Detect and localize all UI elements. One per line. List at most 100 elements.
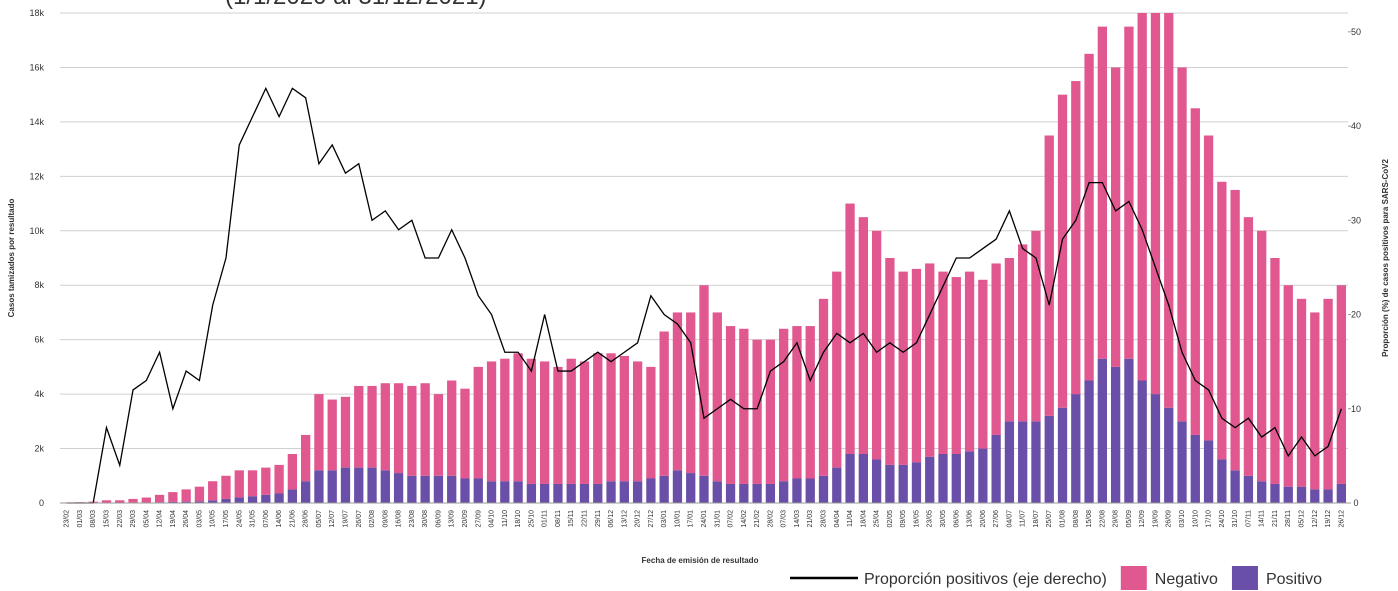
bar <box>1203 135 1214 441</box>
x-tick-label: 13/09 <box>449 510 456 528</box>
bar <box>1296 486 1307 503</box>
bar <box>699 285 709 476</box>
x-tick-label: 06/09 <box>435 510 442 528</box>
legend-label: Proporción positivos (eje derecho) <box>864 571 1107 588</box>
bar <box>433 475 444 503</box>
bar <box>739 328 749 484</box>
bar <box>447 475 457 503</box>
y-tick-label: 4k <box>34 389 44 399</box>
bar <box>1018 421 1028 503</box>
x-tick-label: 18/07 <box>1033 510 1040 528</box>
x-tick-label: 23/05 <box>927 510 934 528</box>
bar <box>194 486 205 502</box>
bar <box>845 203 855 454</box>
x-tick-label: 03/05 <box>196 510 203 528</box>
bar <box>805 326 815 479</box>
x-tick-label: 29/03 <box>130 510 137 528</box>
bar <box>1031 421 1041 503</box>
bar <box>951 277 961 454</box>
bar <box>938 454 948 503</box>
bar <box>725 483 736 503</box>
y-tick-label: 10k <box>29 226 44 236</box>
bar <box>593 353 603 484</box>
bar <box>380 470 390 503</box>
bar <box>805 478 815 503</box>
bar <box>473 478 483 503</box>
x-tick-label: 26/04 <box>183 510 190 528</box>
x-tick-label: 11/07 <box>1020 510 1027 527</box>
bar <box>287 489 298 503</box>
bar <box>752 483 762 503</box>
legend-label: Positivo <box>1266 571 1322 588</box>
bar <box>779 328 789 482</box>
x-tick-label: 18/04 <box>860 510 867 528</box>
bar <box>951 454 961 503</box>
x-tick-label: 24/10 <box>1219 510 1226 528</box>
y-tick-label: 0 <box>39 498 44 508</box>
y-axis-title: Casos tamizados por resultado <box>7 199 16 318</box>
x-tick-label: 07/11 <box>1245 510 1252 527</box>
legend-swatch <box>1231 566 1258 590</box>
x-tick-label: 22/08 <box>1099 510 1106 528</box>
bar <box>1243 217 1254 476</box>
bar <box>593 483 603 503</box>
x-tick-label: 14/06 <box>276 510 283 528</box>
bar <box>1031 230 1041 422</box>
bar <box>314 394 324 471</box>
bar <box>181 501 191 503</box>
x-tick-label: 29/11 <box>595 510 602 527</box>
bar <box>1110 67 1121 367</box>
y-tick-label: 18k <box>29 8 44 18</box>
y-tick-label: 8k <box>34 280 44 290</box>
bar <box>1310 489 1320 503</box>
bar <box>832 271 842 468</box>
bar <box>1071 394 1081 503</box>
x-tick-label: 04/04 <box>834 510 841 528</box>
bar <box>393 383 404 474</box>
x-tick-label: 21/02 <box>754 510 761 528</box>
bar <box>566 483 576 503</box>
bar <box>314 470 324 503</box>
bar <box>1097 26 1107 359</box>
bar <box>1110 366 1121 503</box>
x-tick-label: 24/01 <box>701 510 708 528</box>
bar <box>154 494 165 503</box>
bar <box>420 383 430 476</box>
x-tick-label: 21/06 <box>289 510 296 528</box>
bar <box>460 388 470 479</box>
x-tick-label: 09/08 <box>382 510 389 528</box>
bar <box>1137 13 1147 381</box>
bar <box>500 358 510 482</box>
bar <box>619 481 629 503</box>
x-tick-label: 04/10 <box>489 510 496 528</box>
bar <box>818 475 829 503</box>
x-tick-label: 28/02 <box>767 510 774 528</box>
bar <box>579 483 590 503</box>
bar <box>301 434 311 482</box>
bar <box>845 454 855 503</box>
x-tick-label: 02/08 <box>369 510 376 528</box>
bar <box>486 361 497 482</box>
bar <box>858 217 868 454</box>
bar <box>699 475 709 503</box>
y2-tick-label: 50 <box>1351 27 1361 37</box>
x-tick-label: 06/06 <box>953 510 960 528</box>
y-tick-label: 14k <box>29 117 44 127</box>
bar <box>991 434 1001 503</box>
bar <box>885 464 895 503</box>
x-tick-label: 16/08 <box>396 510 403 528</box>
bar <box>1044 415 1054 503</box>
x-tick-label: 03/10 <box>1179 510 1186 528</box>
x-tick-label: 30/08 <box>422 510 429 528</box>
proportion-line <box>66 86 1342 504</box>
bar <box>168 492 178 502</box>
bar <box>1270 258 1280 484</box>
bar <box>1084 53 1094 381</box>
x-tick-label: 24/05 <box>236 510 243 528</box>
bar <box>261 494 271 503</box>
y2-tick-label: 10 <box>1351 404 1361 414</box>
x-tick-label: 14/03 <box>794 510 801 528</box>
x-tick-label: 20/06 <box>980 510 987 528</box>
bar <box>1124 26 1134 359</box>
bar <box>871 459 882 503</box>
